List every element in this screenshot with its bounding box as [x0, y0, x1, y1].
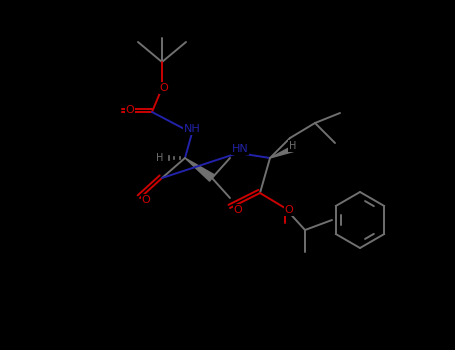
Text: HN: HN [232, 144, 248, 154]
Polygon shape [185, 158, 214, 181]
Text: O: O [160, 83, 168, 93]
Text: O: O [285, 205, 293, 215]
Text: O: O [142, 195, 150, 205]
Text: H: H [289, 141, 297, 151]
Text: H: H [157, 153, 164, 163]
Text: O: O [233, 205, 243, 215]
Text: NH: NH [184, 124, 200, 134]
Polygon shape [270, 145, 296, 158]
Text: O: O [126, 105, 134, 115]
